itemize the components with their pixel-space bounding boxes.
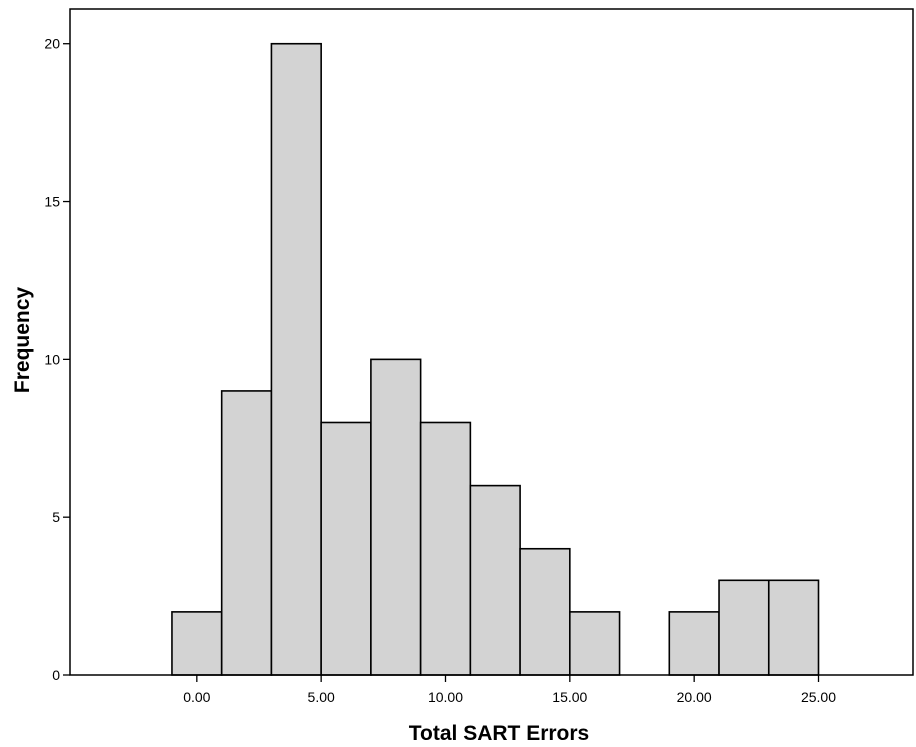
histogram-bar bbox=[220, 390, 273, 676]
histogram-bar bbox=[519, 547, 571, 676]
histogram-bar bbox=[569, 611, 621, 676]
x-axis-ticks: 0.00 5.00 10.00 15.00 20.00 25.00 bbox=[183, 675, 836, 705]
histogram-bar bbox=[668, 611, 720, 676]
y-tick-label: 15 bbox=[44, 194, 60, 210]
histogram-bar bbox=[767, 579, 820, 676]
x-tick-label: 25.00 bbox=[801, 689, 836, 705]
histogram-bar bbox=[171, 611, 223, 676]
y-tick-label: 0 bbox=[52, 667, 60, 683]
x-tick-label: 0.00 bbox=[183, 689, 210, 705]
histogram-bars bbox=[171, 42, 820, 676]
histogram-bar bbox=[320, 421, 372, 676]
x-axis-title: Total SART Errors bbox=[409, 722, 589, 745]
y-axis-ticks: 0 5 10 15 20 bbox=[44, 36, 70, 683]
y-tick-label: 10 bbox=[44, 351, 60, 367]
histogram-bar bbox=[370, 358, 422, 676]
histogram-bar bbox=[270, 42, 322, 676]
y-tick-label: 5 bbox=[52, 509, 60, 525]
y-tick-label: 20 bbox=[44, 36, 60, 52]
x-tick-label: 10.00 bbox=[428, 689, 463, 705]
y-axis-title: Frequency bbox=[11, 287, 34, 394]
histogram-bar bbox=[469, 484, 521, 676]
x-tick-label: 5.00 bbox=[308, 689, 335, 705]
histogram-bar bbox=[718, 579, 770, 676]
x-tick-label: 20.00 bbox=[677, 689, 712, 705]
histogram-bar bbox=[419, 421, 472, 676]
plot-frame bbox=[69, 8, 914, 676]
x-tick-label: 15.00 bbox=[552, 689, 587, 705]
